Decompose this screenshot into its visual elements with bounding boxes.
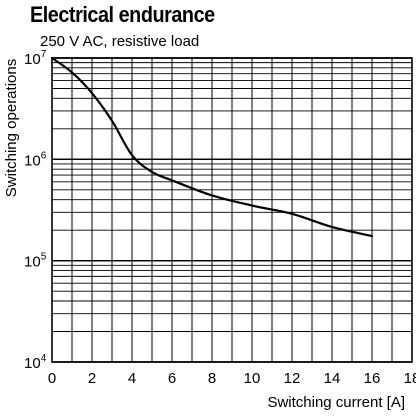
x-tick-label: 10 (244, 370, 261, 387)
x-tick-label: 16 (364, 370, 381, 387)
chart-title: Electrical endurance (30, 2, 215, 27)
chart-grid (51, 57, 413, 363)
y-axis-label: Switching operations (3, 59, 20, 197)
x-axis-label: Switching current [A] (267, 394, 405, 411)
y-tick-label: 107 (24, 49, 47, 68)
x-tick-label: 8 (208, 370, 216, 387)
x-tick-label: 12 (284, 370, 301, 387)
chart-series (50, 56, 374, 238)
chart-subtitle: 250 V AC, resistive load (40, 33, 200, 50)
x-tick-label: 0 (48, 370, 56, 387)
plot-frame (51, 57, 413, 363)
x-tick-label: 6 (168, 370, 176, 387)
x-tick-label: 14 (324, 370, 341, 387)
x-tick-label: 2 (88, 370, 96, 387)
series-line (50, 56, 374, 238)
y-tick-label: 105 (24, 252, 47, 271)
chart-tick-labels: 0 2 4 6 8 10 12 14 16 18 104 105 106 107 (24, 49, 416, 387)
y-tick-label: 104 (24, 353, 47, 372)
x-tick-label: 18 (404, 370, 416, 387)
y-tick-label: 106 (24, 150, 47, 169)
x-tick-label: 4 (128, 370, 136, 387)
